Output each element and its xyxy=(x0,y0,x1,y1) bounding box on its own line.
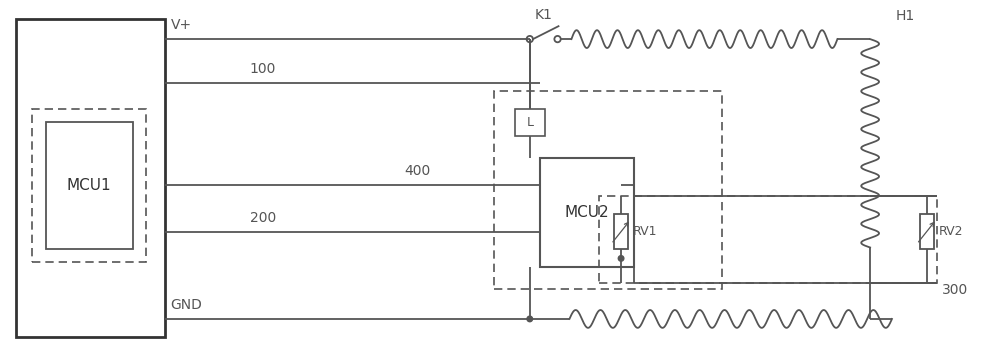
Bar xyxy=(494,91,722,289)
Text: 400: 400 xyxy=(404,164,431,178)
Text: 100: 100 xyxy=(250,62,276,76)
Circle shape xyxy=(618,256,624,261)
Circle shape xyxy=(527,316,533,322)
Text: GND: GND xyxy=(171,298,202,312)
Text: L: L xyxy=(526,116,533,129)
Bar xyxy=(920,214,934,249)
Text: MCU1: MCU1 xyxy=(67,178,111,193)
Bar xyxy=(32,109,146,262)
Bar xyxy=(46,122,133,249)
Text: 200: 200 xyxy=(250,211,276,225)
Bar xyxy=(540,158,634,267)
Bar xyxy=(16,19,165,337)
Text: RV2: RV2 xyxy=(939,225,963,238)
Text: V+: V+ xyxy=(171,18,192,32)
Text: RV1: RV1 xyxy=(633,225,657,238)
Text: 300: 300 xyxy=(942,283,968,297)
Bar xyxy=(614,214,628,249)
Text: MCU2: MCU2 xyxy=(565,205,609,220)
Bar xyxy=(599,196,937,283)
Text: K1: K1 xyxy=(535,8,553,22)
Text: H1: H1 xyxy=(895,9,914,23)
Bar xyxy=(515,109,545,136)
